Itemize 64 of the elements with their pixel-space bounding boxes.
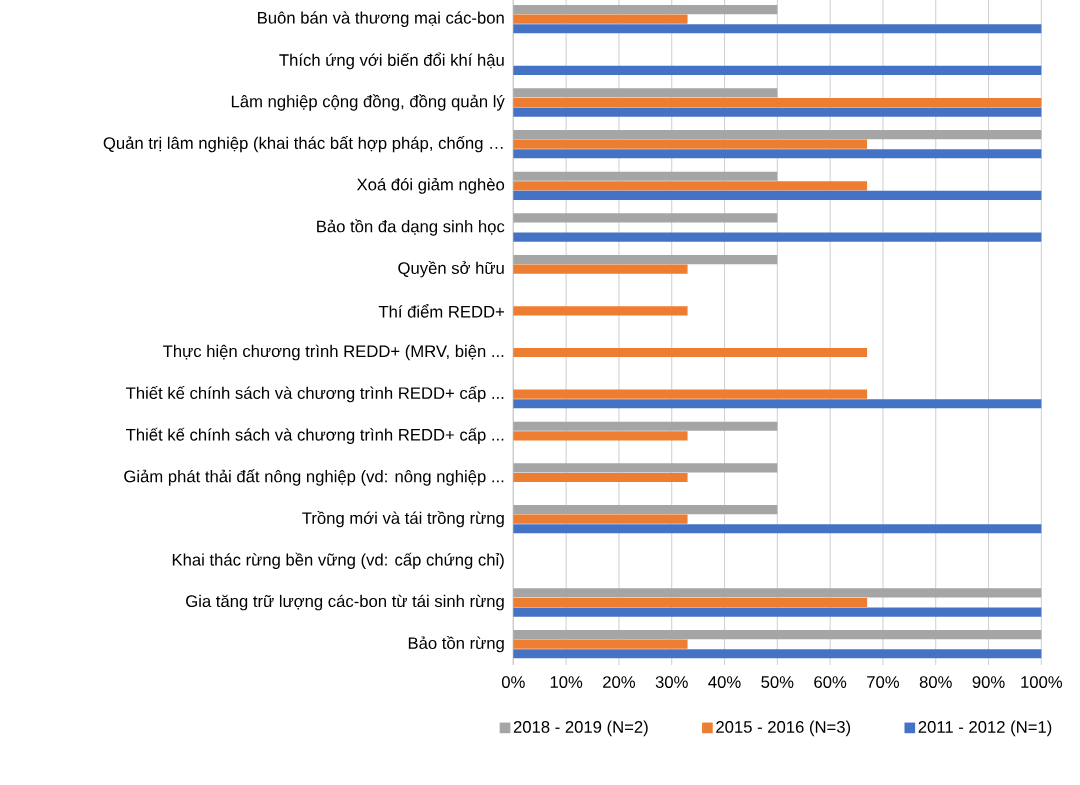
bar [513, 472, 688, 483]
bar [513, 232, 1042, 242]
x-tick-label: 20% [603, 676, 636, 688]
bar [513, 399, 1042, 409]
x-tick-label: 60% [814, 676, 847, 688]
x-tick-label: 70% [867, 676, 900, 688]
x-tick-label: 90% [972, 676, 1005, 688]
y-tick-label: Bảo tồn rừng [408, 636, 504, 653]
y-tick-label: Thiết kế chính sách và chương trình REDD+ cấp ... [126, 427, 504, 444]
y-tick-label: Thực hiện chương trình REDD+ (MRV, biện ... [163, 344, 504, 361]
bar [513, 389, 868, 399]
y-tick-label: Giảm phát thải đất nông nghiệp (vd: nông nghiệp ... [124, 469, 504, 486]
y-tick-label: Gia tăng trữ lượng các-bon từ tái sinh rừng [186, 594, 504, 611]
bar [513, 264, 688, 274]
y-tick-label: Lâm nghiệp cộng đồng, đồng quản lý [231, 94, 505, 111]
bar [513, 630, 1042, 640]
bar [513, 181, 868, 191]
bar [513, 149, 1042, 159]
y-tick-label: Khai thác rừng bền vững (vd: cấp chứng chỉ) [172, 552, 504, 569]
bar [513, 421, 778, 431]
bar [513, 14, 688, 24]
bar [513, 88, 778, 98]
x-tick-label: 80% [919, 676, 952, 688]
bar [513, 171, 778, 181]
bar [513, 139, 868, 149]
bar [513, 24, 1042, 34]
bar [513, 431, 688, 441]
bar [513, 255, 778, 265]
x-tick-label: 30% [655, 676, 688, 688]
bar [513, 347, 868, 358]
legend-label: 2011 - 2012 (N=1) [918, 720, 1052, 737]
y-tick-label: Thiết kế chính sách và chương trình REDD+ cấp ... [126, 386, 504, 403]
y-tick-label: Thích ứng với biến đổi khí hậu [279, 52, 504, 70]
bar [513, 190, 1042, 200]
bar [513, 130, 1042, 140]
bar [513, 649, 1042, 659]
legend-label: 2018 - 2019 (N=2) [513, 720, 648, 737]
y-tick-label: Trồng mới và tái trồng rừng [302, 511, 504, 528]
y-tick-label: Buôn bán và thương mại các-bon [258, 11, 504, 28]
x-tick-label: 100% [1021, 676, 1063, 688]
legend-label: 2015 - 2016 (N=3) [716, 720, 851, 737]
bar [513, 107, 1042, 117]
y-tick-label: Quản trị lâm nghiệp (khai thác bất hợp pháp, chống … [103, 136, 503, 153]
bar [513, 5, 778, 15]
bar [513, 639, 688, 649]
x-tick-label: 0% [501, 676, 525, 688]
y-tick-label: Quyền sở hữu [398, 261, 504, 278]
bar [513, 514, 688, 524]
y-tick-label: Bảo tồn đa dạng sinh học [317, 219, 505, 236]
y-tick-label: Thí điểm REDD+ [378, 304, 504, 318]
bar [513, 505, 778, 515]
bar [513, 597, 868, 608]
bar [513, 97, 1042, 108]
y-tick-label: Xoá đói giảm nghèo [356, 177, 505, 194]
bar [513, 524, 1042, 534]
bar [513, 306, 688, 316]
x-tick-label: 10% [550, 676, 583, 688]
x-tick-label: 50% [761, 676, 794, 688]
bar [513, 463, 778, 473]
x-tick-label: 40% [708, 676, 741, 688]
bar [513, 213, 778, 223]
bar [513, 65, 1042, 75]
bar [513, 588, 1042, 598]
bar [513, 607, 1042, 617]
